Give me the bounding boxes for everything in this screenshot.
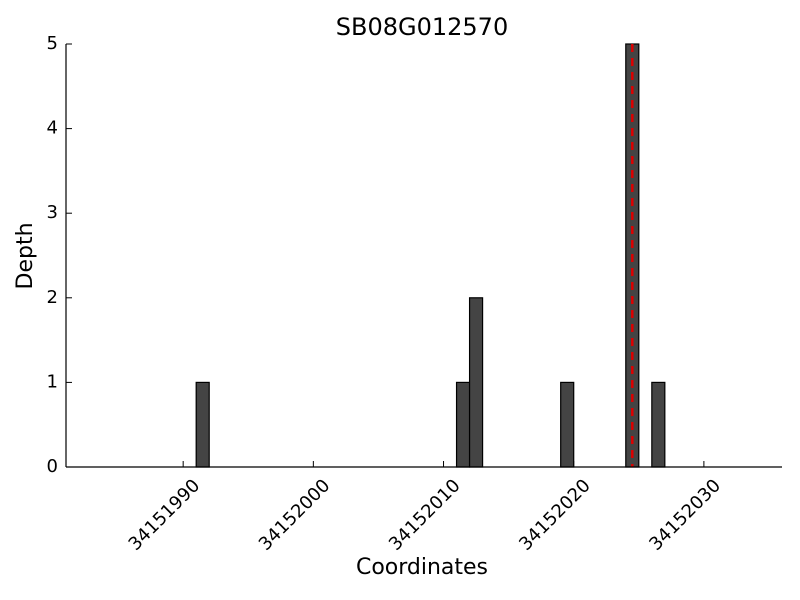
bar xyxy=(455,381,471,468)
y-tick-label: 5 xyxy=(47,33,58,54)
y-tick-label: 4 xyxy=(47,118,58,139)
x-axis-label: Coordinates xyxy=(356,555,488,580)
bar xyxy=(651,381,666,468)
x-tick-label: 34152020 xyxy=(515,475,595,555)
bar xyxy=(195,381,210,468)
y-tick-label: 0 xyxy=(47,456,58,477)
x-tick-label: 34152000 xyxy=(255,475,335,555)
x-tick-label: 34152010 xyxy=(385,475,465,555)
bar xyxy=(560,381,575,468)
x-tick-label: 34152030 xyxy=(645,475,725,555)
x-tick-label: 34151990 xyxy=(125,475,205,555)
y-axis-label: Depth xyxy=(13,222,38,289)
bar xyxy=(468,297,484,468)
y-tick-label: 1 xyxy=(47,371,58,392)
y-tick-label: 3 xyxy=(47,202,58,223)
y-tick-label: 2 xyxy=(47,287,58,308)
chart-title: SB08G012570 xyxy=(336,13,508,41)
